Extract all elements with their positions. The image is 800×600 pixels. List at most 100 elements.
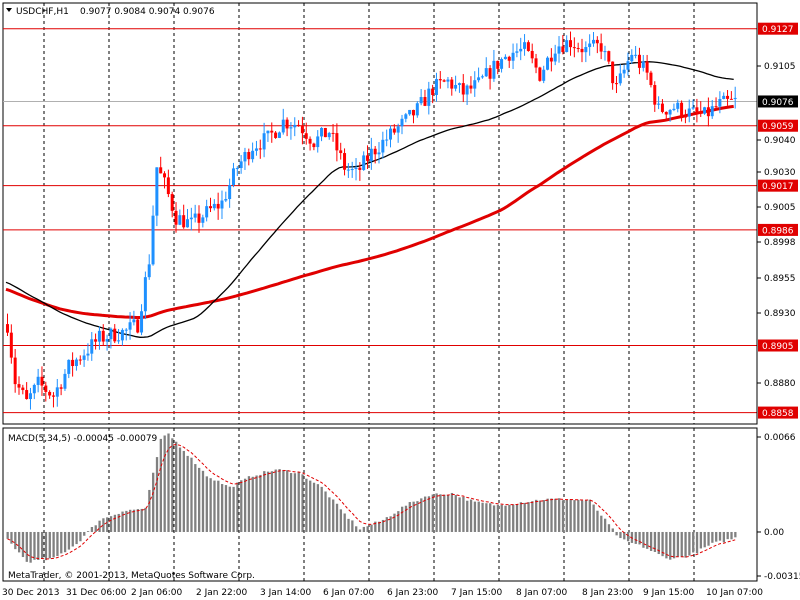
candle-body (622, 69, 626, 74)
macd-bar (416, 501, 419, 532)
level-price-box (758, 223, 798, 236)
macd-bar (194, 464, 197, 532)
price-axis[interactable]: 0.9105 0.9040 0.9030 0.9005 0.8998 0.8955 0.89… (756, 3, 798, 424)
candle-body (136, 319, 140, 333)
candle-body (117, 340, 121, 342)
candle (90, 332, 94, 361)
slow-moving-average (5, 104, 734, 319)
candle (641, 55, 645, 72)
macd-bar (286, 470, 289, 532)
candle (664, 111, 668, 120)
candle (446, 76, 450, 89)
candle (159, 156, 163, 174)
candle-body (270, 130, 274, 133)
macd-tick-label: 0.00 (764, 528, 784, 538)
macd-bar (358, 529, 362, 532)
candle (186, 209, 190, 228)
macd-bar (370, 524, 373, 532)
candle (695, 98, 699, 123)
candle (281, 108, 285, 135)
candle-body (484, 68, 488, 77)
candle-body (614, 83, 618, 85)
macd-bar (198, 467, 201, 532)
candle-body (327, 132, 331, 138)
price-pane[interactable]: USDCHF,H1 0.9077 0.9084 0.9074 0.9076 (2, 2, 758, 425)
macd-bar (125, 510, 128, 532)
macd-bar (607, 524, 611, 532)
candle-body (63, 373, 67, 389)
macd-bar (561, 500, 565, 532)
macd-bar (512, 504, 515, 532)
price-tick-label: 0.9040 (764, 136, 796, 146)
macd-bar (14, 531, 17, 550)
candle (308, 136, 312, 151)
candle-body (224, 199, 228, 201)
macd-bar (404, 505, 408, 532)
candle-body (630, 54, 634, 62)
candle (603, 45, 607, 61)
candle (289, 122, 293, 140)
macd-bar (684, 531, 687, 558)
macd-bar (450, 492, 454, 532)
macd-bar (159, 438, 162, 532)
candle-body (366, 155, 370, 161)
macd-bar (427, 496, 431, 532)
candle-body (588, 43, 592, 48)
candle (51, 392, 55, 408)
macd-bar (129, 509, 132, 532)
macd-bar (489, 503, 492, 532)
candle (588, 34, 592, 56)
macd-bar (546, 498, 549, 532)
macd-bar (473, 501, 477, 532)
macd-bar (611, 528, 614, 532)
candle-body (408, 109, 412, 115)
macd-bar (213, 480, 216, 532)
macd-bar (75, 531, 78, 545)
macd-bar (67, 531, 71, 550)
macd-bar (592, 504, 595, 532)
candle (389, 125, 392, 148)
candle-body (446, 79, 450, 82)
candle-body (105, 339, 109, 342)
candle (373, 146, 377, 164)
dropdown-triangle-icon[interactable] (6, 8, 12, 12)
candlesticks (6, 31, 737, 410)
macd-bar (190, 457, 193, 532)
candle-body (212, 203, 216, 209)
candle-body (523, 42, 527, 49)
candle-body (431, 88, 435, 95)
candle (25, 382, 29, 400)
macd-bar (236, 482, 239, 532)
time-axis[interactable]: 30 Dec 2013 31 Dec 06:00 2 Jan 06:00 2 Jan … (2, 588, 763, 598)
candle-body (492, 60, 496, 79)
macd-bar (389, 516, 392, 532)
candle (228, 178, 232, 208)
candle (40, 366, 44, 396)
candle-body (274, 132, 278, 138)
candle-body (208, 206, 212, 209)
macd-axis[interactable]: 0.0066 0.00 -0.00315 (756, 428, 800, 582)
macd-bar (175, 441, 178, 532)
candle-body (197, 213, 201, 223)
candle (124, 328, 128, 341)
macd-bar (282, 469, 285, 532)
candle-body (86, 353, 90, 356)
candle (710, 99, 714, 119)
candle-body (392, 128, 396, 133)
candle-body (189, 217, 193, 220)
macd-bar (423, 496, 427, 532)
candle (28, 387, 32, 410)
macd-bar (669, 531, 672, 560)
macd-pane[interactable]: MACD(5,34,5) -0.00045 -0.00079 MetaTrade… (2, 427, 758, 582)
candle-body (637, 54, 641, 68)
macd-bar (699, 531, 703, 549)
macd-bar (243, 478, 247, 532)
macd-bar (692, 531, 695, 553)
candle (369, 137, 373, 170)
level-price-labels: 0.9127 0.9059 0.9017 0.8986 0.8905 0.8858 (758, 22, 798, 419)
macd-bar (220, 484, 224, 532)
candle (442, 79, 446, 83)
current-price-text: 0.9076 (762, 98, 794, 108)
candle (457, 82, 461, 93)
